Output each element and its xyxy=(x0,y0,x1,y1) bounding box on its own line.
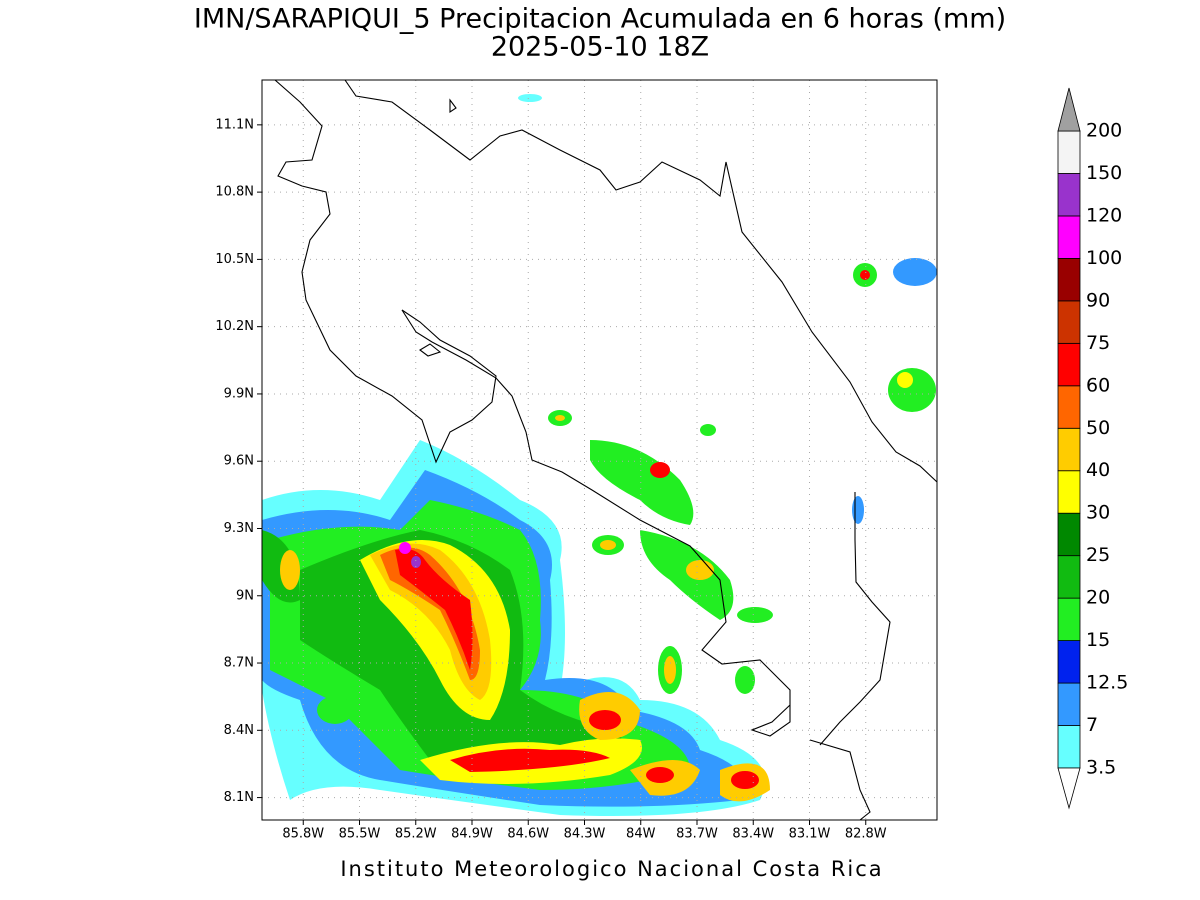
colorbar-label: 30 xyxy=(1086,502,1110,524)
colorbar-segment xyxy=(1057,682,1081,726)
colorbar-segment xyxy=(1057,300,1081,344)
lat-tick-label: 8.1N xyxy=(224,790,254,805)
lon-tick-label: 83.7W xyxy=(676,827,718,842)
lon-tick-label: 85.5W xyxy=(339,827,381,842)
colorbar-segment xyxy=(1057,130,1081,174)
lat-tick-label: 9N xyxy=(236,588,254,603)
map-frame xyxy=(261,79,938,821)
colorbar-segment xyxy=(1057,597,1081,642)
lon-tick-label: 85.8W xyxy=(282,827,324,842)
lon-tick-label: 84W xyxy=(626,827,656,842)
lat-tick-label: 8.4N xyxy=(224,723,254,738)
lon-tick-label: 85.2W xyxy=(395,827,437,842)
lat-tick-label: 9.3N xyxy=(224,521,254,536)
colorbar-label: 3.5 xyxy=(1086,757,1116,779)
lon-tick-label: 83.1W xyxy=(789,827,831,842)
colorbar-segment xyxy=(1057,342,1081,387)
colorbar-label: 50 xyxy=(1086,417,1110,439)
colorbar-segment xyxy=(1057,427,1081,472)
subtitle: 2025-05-10 18Z xyxy=(491,32,709,63)
colorbar-label: 12.5 xyxy=(1086,672,1128,694)
lon-tick-label: 84.3W xyxy=(564,827,606,842)
colorbar-label: 120 xyxy=(1086,204,1122,226)
colorbar-label: 7 xyxy=(1086,714,1098,736)
lat-tick-label: 11.1N xyxy=(215,117,254,132)
colorbar-segment xyxy=(1057,173,1081,217)
lon-tick-label: 82.8W xyxy=(845,827,887,842)
lat-tick-label: 9.9N xyxy=(224,386,254,401)
map-area xyxy=(262,80,937,820)
colorbar-over xyxy=(1057,87,1081,132)
colorbar: 3.5 7 12.5 15 20 25 30 40 50 60 75 90 100 120 150 200 xyxy=(1057,87,1128,810)
lat-tick-label: 8.7N xyxy=(224,656,254,671)
colorbar-segment xyxy=(1057,257,1081,302)
coastline xyxy=(274,80,937,820)
lat-tick-label: 10.2N xyxy=(215,319,254,334)
colorbar-label: 20 xyxy=(1086,587,1110,609)
lon-tick-label: 84.6W xyxy=(507,827,549,842)
colorbar-segment xyxy=(1057,215,1081,259)
colorbar-label: 90 xyxy=(1086,289,1110,311)
colorbar-label: 15 xyxy=(1086,629,1110,651)
colorbar-label: 75 xyxy=(1086,332,1110,354)
lon-tick-label: 84.9W xyxy=(451,827,493,842)
lat-tick-label: 10.8N xyxy=(215,185,254,200)
precipitation xyxy=(262,94,937,816)
colorbar-segment xyxy=(1057,470,1081,514)
lon-tick-label: 83.4W xyxy=(732,827,774,842)
colorbar-label: 100 xyxy=(1086,247,1122,269)
colorbar-label: 40 xyxy=(1086,459,1110,481)
colorbar-segment xyxy=(1057,385,1081,429)
lat-tick-label: 10.5N xyxy=(215,252,254,267)
colorbar-label: 200 xyxy=(1086,120,1122,142)
colorbar-segment xyxy=(1057,555,1081,599)
colorbar-segment xyxy=(1057,512,1081,557)
footer: Instituto Meteorologico Nacional Costa R… xyxy=(340,857,883,881)
colorbar-segment xyxy=(1057,640,1081,684)
colorbar-label: 25 xyxy=(1086,544,1110,566)
colorbar-segment xyxy=(1057,725,1081,769)
colorbar-label: 150 xyxy=(1086,162,1122,184)
colorbar-label: 60 xyxy=(1086,374,1110,396)
title: IMN/SARAPIQUI_5 Precipitacion Acumulada … xyxy=(194,4,1006,35)
lat-tick-label: 9.6N xyxy=(224,454,254,469)
colorbar-under xyxy=(1057,767,1081,810)
